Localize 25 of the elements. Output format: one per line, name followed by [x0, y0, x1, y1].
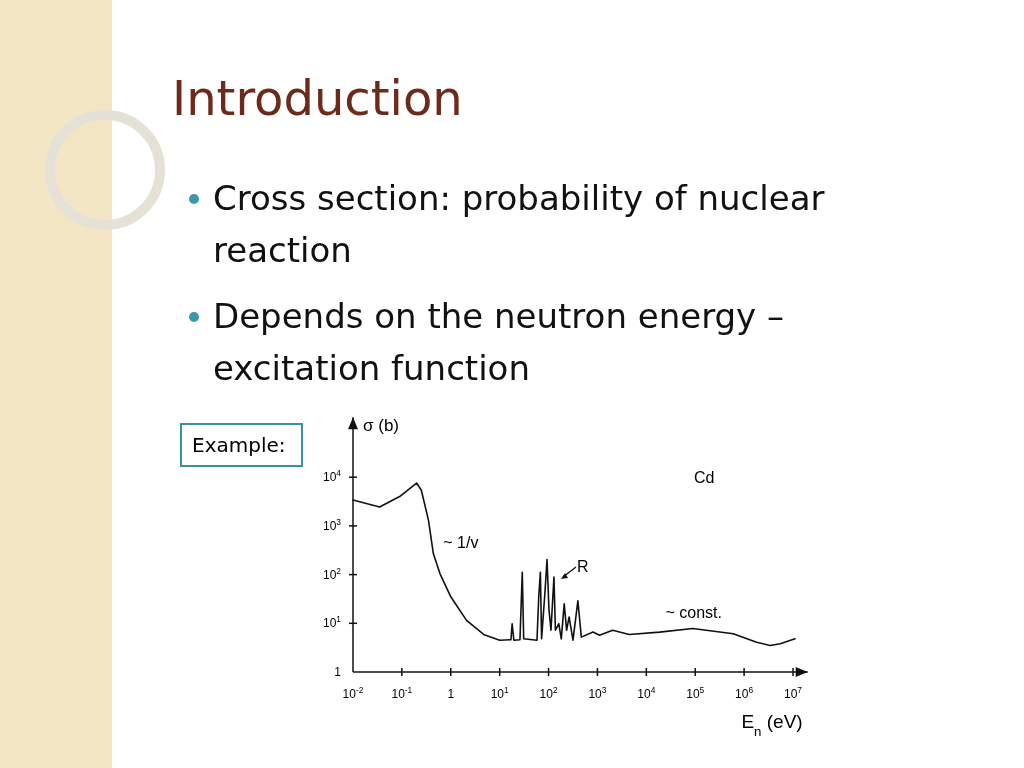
- text: Depends on the neutron energy – excitation function: [213, 296, 785, 388]
- y-tick-label: 1: [334, 665, 342, 679]
- x-tick-label: 10$^{6}$: [735, 685, 754, 701]
- x-tick-label: 10$^{4}$: [637, 685, 656, 701]
- x-tick-label: 10$^{1}$: [490, 685, 510, 701]
- text: Example:: [192, 433, 286, 457]
- y-axis-title: σ (b): [363, 416, 399, 436]
- text: Cross section: probability of nuclear reaction: [213, 178, 825, 270]
- annotation: R: [577, 558, 589, 575]
- y-tick-label: 10$^{3}$: [322, 516, 342, 533]
- x-tick-label: 1: [447, 687, 455, 701]
- y-tick-label: 10$^{1}$: [322, 614, 342, 631]
- y-tick-label: 10$^{4}$: [322, 468, 342, 485]
- x-tick-label: 10$^{2}$: [539, 685, 558, 701]
- x-tick-label: 10$^{-1}$: [391, 685, 413, 701]
- x-axis-title: E$_{n}$ (eV): [741, 711, 803, 739]
- chart-title: Introduction: [172, 70, 463, 126]
- x-tick-label: 10$^{5}$: [686, 685, 705, 701]
- x-tick-label: 10$^{-2}$: [342, 685, 364, 701]
- annotation: ~ const.: [665, 604, 722, 621]
- annotation: Cd: [694, 469, 715, 486]
- x-tick-label: 10$^{7}$: [783, 685, 803, 701]
- x-tick-label: 10$^{3}$: [588, 685, 607, 701]
- y-tick-label: 10$^{2}$: [322, 565, 342, 582]
- annotation: ~ 1/v: [443, 533, 479, 551]
